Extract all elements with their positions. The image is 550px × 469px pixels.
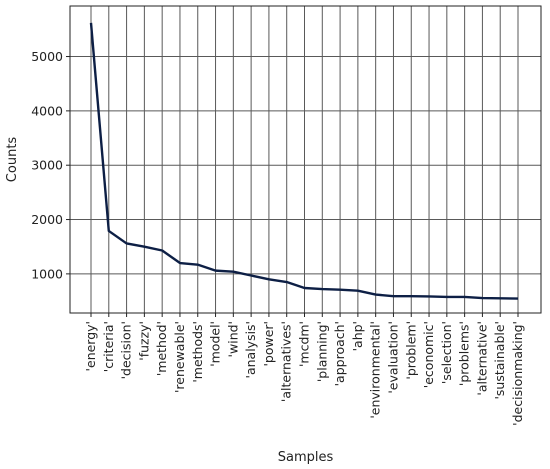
- y-axis: 1000 2000 3000 4000 5000: [31, 49, 70, 281]
- x-tick-label: 'method': [154, 321, 169, 376]
- x-tick-label: 'planning': [314, 321, 329, 382]
- y-tick-label: 1000: [31, 266, 63, 281]
- x-tick-label: 'methods': [190, 321, 205, 383]
- x-axis: 'energy''criteria''decision''fuzzy''meth…: [83, 313, 525, 426]
- x-tick-label: 'energy': [83, 321, 98, 371]
- x-tick-label: 'problem': [403, 321, 418, 380]
- x-tick-label: 'fuzzy': [136, 321, 151, 361]
- y-axis-label: Counts: [5, 137, 20, 183]
- x-tick-label: 'criteria': [101, 321, 116, 372]
- x-tick-label: 'economic': [421, 321, 436, 388]
- x-tick-label: 'wind': [225, 321, 240, 357]
- x-tick-label: 'renewable': [172, 321, 187, 393]
- y-tick-label: 5000: [31, 49, 63, 64]
- x-tick-label: 'ahp': [350, 321, 365, 351]
- x-tick-label: 'mcdm': [297, 321, 312, 367]
- x-tick-label: 'evaluation': [385, 321, 400, 394]
- x-tick-label: 'environmental': [368, 321, 383, 419]
- x-tick-label: 'decision': [119, 321, 134, 379]
- plot-frame: [69, 5, 542, 314]
- y-tick-label: 3000: [31, 158, 63, 173]
- x-tick-label: 'power': [261, 321, 276, 367]
- y-tick-label: 4000: [31, 103, 63, 118]
- x-tick-label: 'alternatives': [279, 321, 294, 402]
- x-tick-label: 'decisionmaking': [510, 321, 525, 426]
- x-tick-label: 'model': [208, 321, 223, 367]
- x-tick-label: 'approach': [332, 321, 347, 386]
- x-tick-label: 'selection': [439, 321, 454, 384]
- y-tick-label: 2000: [31, 212, 63, 227]
- series-line: [89, 22, 519, 300]
- x-axis-label: Samples: [278, 450, 334, 465]
- x-tick-label: 'alternative': [474, 321, 489, 396]
- x-tick-label: 'analysis': [243, 321, 258, 378]
- x-tick-label: 'sustainable': [492, 321, 507, 400]
- grid-lines: [70, 6, 541, 313]
- x-tick-label: 'problems': [457, 321, 472, 386]
